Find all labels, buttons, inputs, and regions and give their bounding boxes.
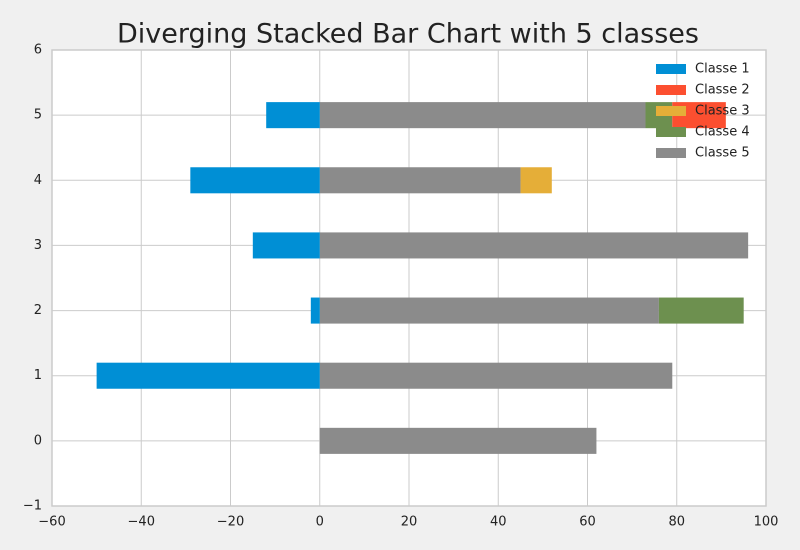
x-tick-label: 60: [579, 515, 596, 530]
y-tick-label: 4: [34, 173, 42, 188]
x-tick-label: 20: [401, 515, 418, 530]
legend-swatch: [656, 127, 686, 137]
bar-segment: [310, 297, 320, 324]
bar-segment: [190, 167, 320, 194]
legend-swatch: [656, 64, 686, 74]
bars: [96, 102, 749, 454]
bar-segment: [319, 297, 659, 324]
bar-segment: [96, 362, 320, 389]
x-tick-label: −20: [217, 515, 244, 530]
x-tick-label: 100: [754, 515, 779, 530]
legend: Classe 1 Classe 2 Classe 3 Classe 4 Classe 5: [656, 62, 750, 161]
y-tick-label: 3: [34, 238, 42, 253]
legend-label: Classe 3: [695, 104, 750, 119]
bar-segment: [319, 167, 521, 194]
chart-title: Diverging Stacked Bar Chart with 5 class…: [117, 19, 699, 50]
bar-segment: [658, 297, 744, 324]
plot-frame: [51, 49, 767, 507]
legend-swatch: [656, 148, 686, 158]
bar-segment: [319, 102, 646, 129]
x-tick-label: −60: [38, 515, 65, 530]
x-tick-label: 0: [316, 515, 324, 530]
bar-segment: [319, 232, 749, 259]
legend-label: Classe 4: [695, 125, 750, 140]
legend-label: Classe 5: [695, 146, 750, 161]
x-tick-label: 40: [490, 515, 507, 530]
bar-segment: [266, 102, 320, 129]
bar-segment: [252, 232, 320, 259]
x-tick-label: −40: [128, 515, 155, 530]
bar-segment: [520, 167, 552, 194]
x-tick-label: 80: [668, 515, 685, 530]
y-tick-label: 6: [34, 43, 42, 58]
bar-segment: [319, 362, 673, 389]
legend-label: Classe 1: [695, 62, 750, 77]
legend-swatch: [656, 85, 686, 95]
y-tick-label: −1: [23, 499, 42, 514]
bar-segment: [319, 427, 597, 454]
y-tick-label: 0: [34, 433, 42, 448]
legend-swatch: [656, 106, 686, 116]
y-tick-label: 5: [34, 108, 42, 123]
y-tick-label: 2: [34, 303, 42, 318]
legend-label: Classe 2: [695, 83, 750, 98]
y-tick-label: 1: [34, 368, 42, 383]
